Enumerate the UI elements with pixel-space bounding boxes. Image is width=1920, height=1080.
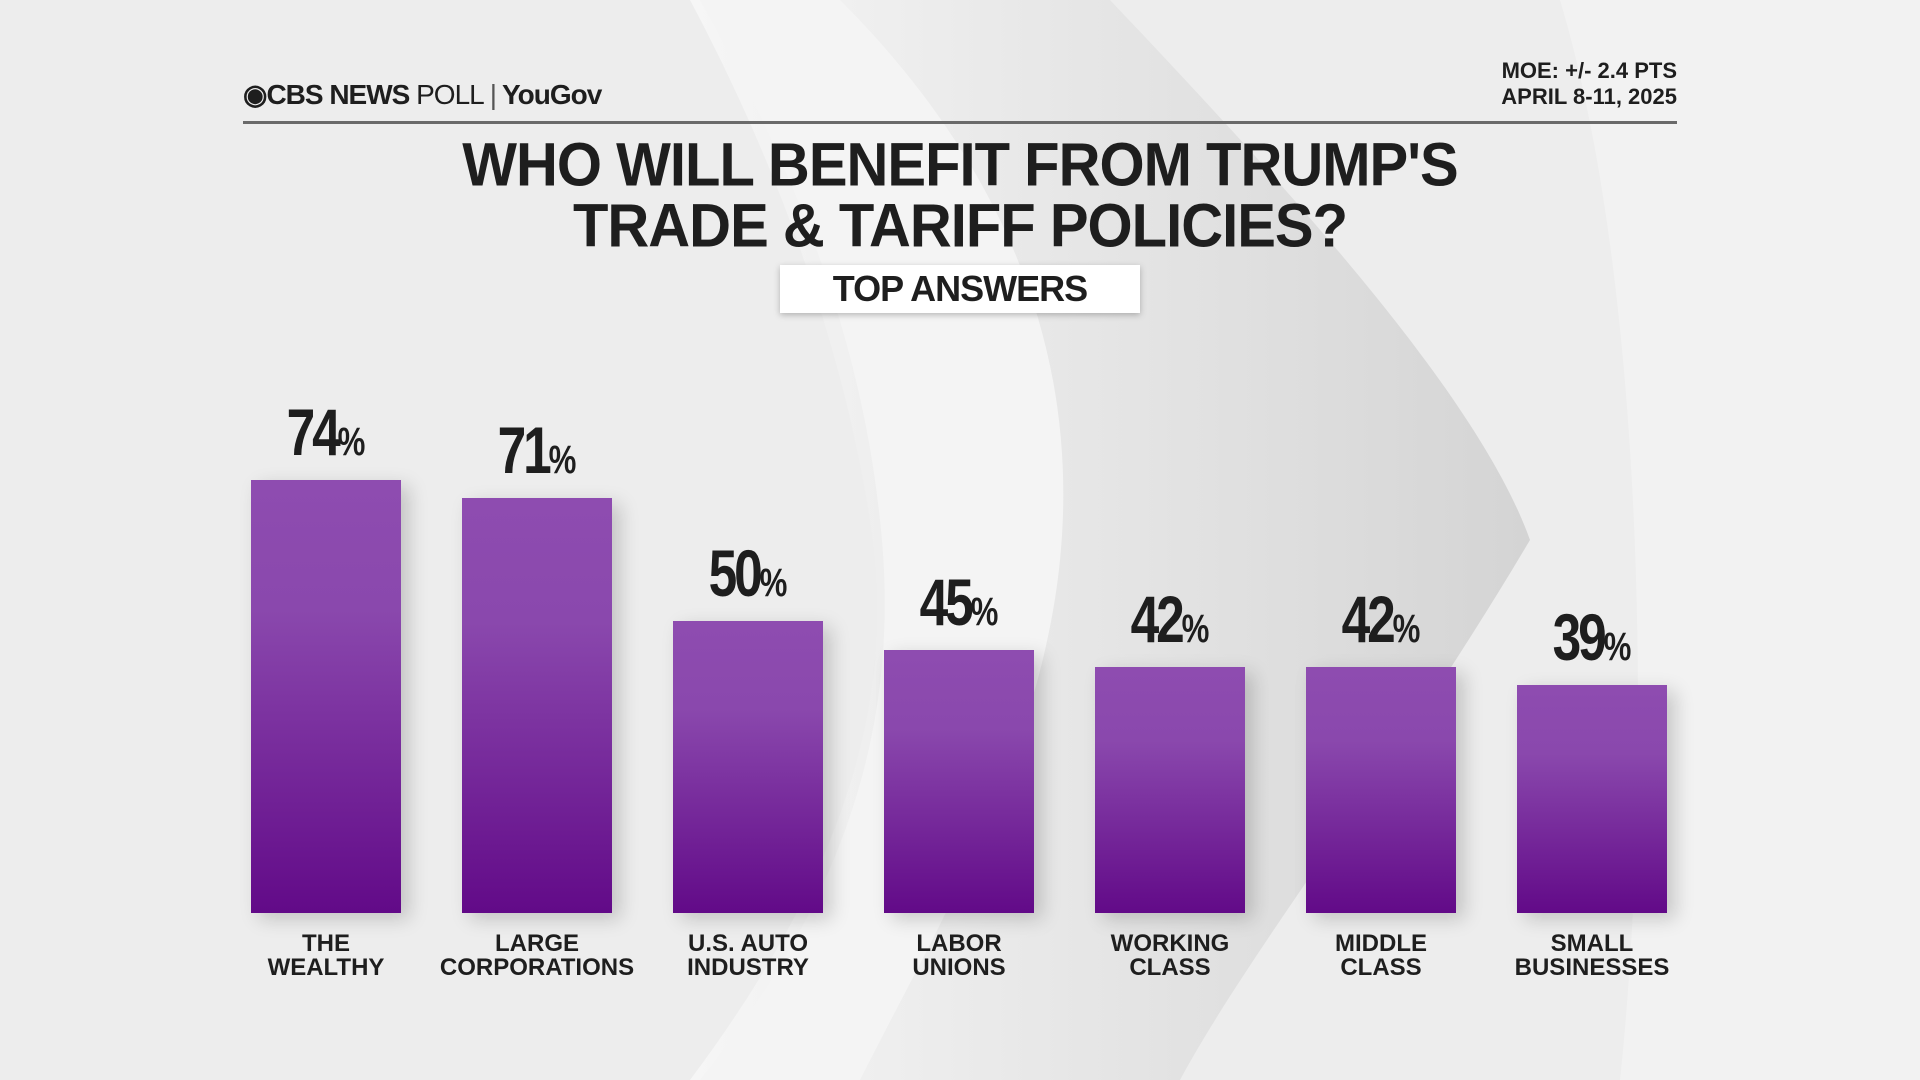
data-label-value: 50 bbox=[708, 535, 763, 610]
data-label-unit: % bbox=[970, 589, 999, 634]
data-label-unit: % bbox=[548, 437, 577, 482]
data-label-unit: % bbox=[337, 420, 366, 465]
chart-title: WHO WILL BENEFIT FROM TRUMP'S TRADE & TA… bbox=[462, 130, 1458, 261]
category-label: MIDDLE CLASS bbox=[1266, 932, 1496, 980]
category-label-line: SMALL bbox=[1550, 930, 1634, 957]
data-label-value: 42 bbox=[1130, 582, 1185, 657]
data-label: 42% bbox=[1299, 581, 1463, 657]
data-label: 39% bbox=[1510, 599, 1674, 675]
data-label-value: 74 bbox=[286, 395, 341, 470]
bar bbox=[1095, 667, 1245, 913]
header-divider bbox=[243, 121, 1677, 124]
data-label: 45% bbox=[877, 564, 1041, 640]
cbs-yougov-logo: ◉CBS NEWS POLL | YouGov bbox=[243, 79, 602, 110]
category-label-line: BUSINESSES bbox=[1514, 954, 1670, 981]
poll-dates: APRIL 8-11, 2025 bbox=[1501, 84, 1677, 109]
category-label-line: WEALTHY bbox=[267, 954, 385, 981]
category-label: U.S. AUTO INDUSTRY bbox=[633, 932, 863, 980]
bar bbox=[884, 649, 1034, 913]
data-label: 42% bbox=[1088, 581, 1252, 657]
category-label-line: UNIONS bbox=[912, 954, 1006, 981]
category-label-line: CORPORATIONS bbox=[439, 954, 635, 981]
data-label: 50% bbox=[666, 535, 830, 611]
data-label-unit: % bbox=[1392, 607, 1421, 652]
data-label-unit: % bbox=[759, 560, 788, 605]
category-label-line: LARGE bbox=[495, 930, 579, 957]
margin-of-error: MOE: +/- 2.4 PTS bbox=[1501, 58, 1677, 83]
data-label: 74% bbox=[244, 394, 408, 470]
category-label-line: MIDDLE bbox=[1335, 930, 1427, 957]
data-label-unit: % bbox=[1181, 607, 1210, 652]
bar bbox=[1517, 684, 1667, 913]
category-label: THE WEALTHY bbox=[211, 932, 441, 980]
category-label-line: CLASS bbox=[1129, 954, 1211, 981]
data-label-value: 42 bbox=[1341, 582, 1396, 657]
bar bbox=[251, 480, 401, 913]
data-label-value: 71 bbox=[497, 412, 552, 487]
bar bbox=[462, 497, 612, 913]
data-label-unit: % bbox=[1603, 624, 1632, 669]
category-label: SMALL BUSINESSES bbox=[1477, 932, 1707, 980]
data-label: 71% bbox=[455, 412, 619, 488]
category-label-line: INDUSTRY bbox=[687, 954, 809, 981]
bar bbox=[673, 620, 823, 913]
category-label: WORKING CLASS bbox=[1055, 932, 1285, 980]
category-label-line: U.S. AUTO bbox=[687, 930, 808, 957]
bar bbox=[1306, 667, 1456, 913]
data-label-value: 39 bbox=[1552, 599, 1607, 674]
category-label-line: THE bbox=[302, 930, 350, 957]
category-label: LABOR UNIONS bbox=[844, 932, 1074, 980]
category-label-line: WORKING bbox=[1110, 930, 1230, 957]
category-label-line: LABOR bbox=[916, 930, 1002, 957]
poll-info: MOE: +/- 2.4 PTS APRIL 8-11, 2025 bbox=[1501, 58, 1677, 110]
category-label: LARGE CORPORATIONS bbox=[422, 932, 652, 980]
cbs-eye-icon: ◉ bbox=[243, 79, 267, 110]
data-label-value: 45 bbox=[919, 564, 974, 639]
category-label-line: CLASS bbox=[1340, 954, 1422, 981]
chart-subtitle: TOP ANSWERS bbox=[780, 265, 1140, 313]
